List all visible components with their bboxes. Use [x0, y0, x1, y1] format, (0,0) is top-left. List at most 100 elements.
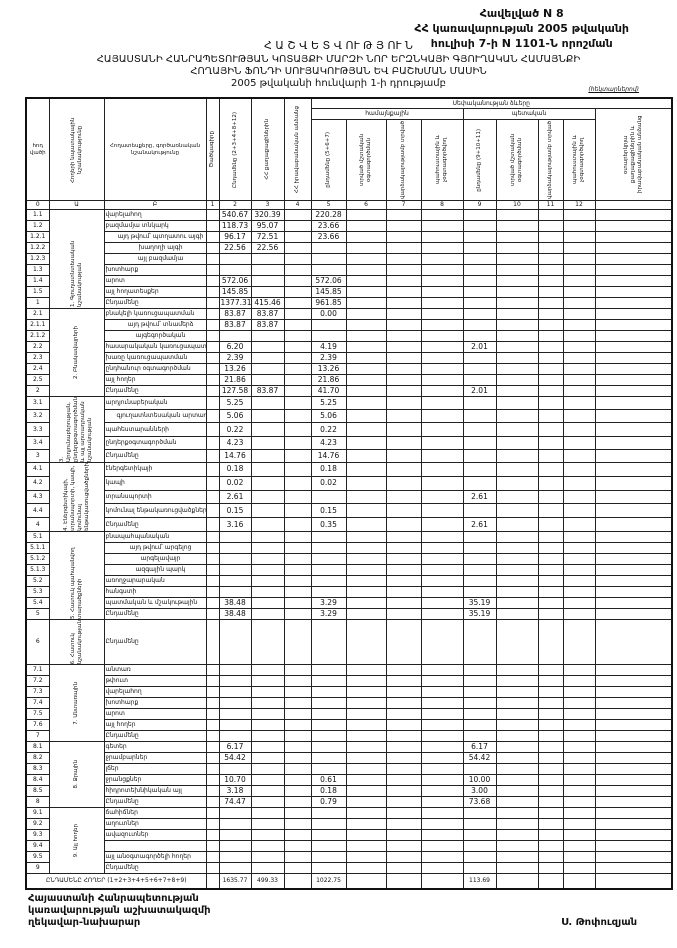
value-c5 — [345, 286, 387, 298]
row-number: 4 — [25, 517, 50, 532]
value-c6 — [385, 774, 422, 787]
value-c9 — [495, 752, 539, 765]
row-number: 3.4 — [25, 435, 50, 450]
value-c10 — [537, 763, 564, 776]
row-number: 5.1.2 — [25, 552, 50, 565]
value-a — [205, 253, 220, 265]
row-number: 2.3 — [25, 352, 50, 364]
value-a — [205, 330, 220, 342]
value-c12 — [594, 541, 673, 554]
table-row: 1.2 բազմամյա տնկարկ 118.73 95.07 23.66 — [25, 220, 673, 232]
value-a — [205, 517, 220, 532]
value-a — [205, 752, 220, 765]
value-c1 — [218, 264, 252, 276]
value-c6 — [385, 851, 422, 864]
value-c7 — [420, 253, 464, 265]
value-c9 — [495, 763, 539, 776]
value-c11 — [562, 286, 596, 298]
value-c3 — [283, 286, 312, 298]
value-c12 — [594, 448, 673, 464]
table-row: 8.5 հիդրոտեխնիկական այլ 3.18 0.18 3.00 — [25, 785, 673, 798]
value-c4 — [310, 862, 347, 875]
value-c11 — [562, 209, 596, 221]
value-c11 — [562, 686, 596, 699]
value-c11 — [562, 719, 596, 732]
value-c3 — [283, 730, 312, 743]
row-number: 4.1 — [25, 462, 50, 477]
row-name: հանգստի — [103, 585, 207, 598]
value-c2 — [250, 785, 285, 798]
value-c10 — [537, 708, 564, 721]
row-name: հասարակական կառուցապատման — [103, 341, 207, 353]
value-c1: 83.87 — [218, 319, 252, 331]
value-c9 — [495, 607, 539, 620]
value-c8 — [462, 352, 497, 364]
value-c5 — [345, 308, 387, 320]
value-c3 — [283, 330, 312, 342]
value-c7 — [420, 503, 464, 519]
row-number: 8.3 — [25, 763, 50, 776]
value-c10 — [537, 374, 564, 386]
value-c11 — [562, 763, 596, 776]
value-c11 — [562, 264, 596, 276]
value-c8 — [462, 618, 497, 666]
land-fund-table: հոդ վածի Հողերի նպատակային նշանակությունը… — [25, 97, 674, 891]
value-c5 — [345, 664, 387, 677]
value-c9 — [495, 374, 539, 386]
value-c7 — [420, 708, 464, 721]
value-c2 — [250, 462, 285, 477]
value-c10 — [537, 807, 564, 820]
row-name: Ընդամենը — [103, 517, 207, 532]
value-c9 — [495, 730, 539, 743]
value-c1: 6.20 — [218, 341, 252, 353]
value-c11 — [562, 862, 596, 875]
value-c11 — [562, 840, 596, 853]
value-c6 — [385, 785, 422, 798]
row-number: 9.3 — [25, 829, 50, 842]
row-name: աղուտներ — [103, 818, 207, 831]
value-c8 — [462, 253, 497, 265]
value-c11 — [562, 851, 596, 864]
value-c6 — [385, 253, 422, 265]
value-c12 — [594, 517, 673, 532]
value-c5 — [345, 697, 387, 710]
category-label: 9. Այլ հողեր — [73, 823, 79, 858]
table-row: 8 Ընդամենը 74.47 0.79 73.68 — [25, 796, 673, 809]
value-c6 — [385, 596, 422, 609]
value-c4: 0.22 — [310, 422, 347, 437]
value-c10 — [537, 503, 564, 519]
category-label: 8. Ջրային — [73, 760, 79, 789]
value-c9 — [495, 308, 539, 320]
value-c1 — [218, 862, 252, 875]
value-c3 — [283, 719, 312, 732]
value-a — [205, 607, 220, 620]
value-c11 — [562, 435, 596, 450]
value-c12 — [594, 752, 673, 765]
value-c12 — [594, 503, 673, 519]
value-c12 — [594, 330, 673, 342]
table-row: 1.1 1. Գյուղատնտեսական նշանակության վարելա… — [25, 209, 673, 309]
value-c3 — [283, 763, 312, 776]
value-c3 — [283, 552, 312, 565]
value-c8 — [462, 763, 497, 776]
value-c11 — [562, 796, 596, 809]
value-c12 — [594, 796, 673, 809]
table-row: 3.4 ընդերքօգտագործման 4.23 4.23 — [25, 435, 673, 450]
row-number: 8.4 — [25, 774, 50, 787]
row-number: 1.2.3 — [25, 253, 50, 265]
value-c2 — [250, 422, 285, 437]
table-row: 2.2 հասարակական կառուցապատման 6.20 4.19 2.01 — [25, 341, 673, 353]
value-a — [205, 862, 220, 875]
value-c3 — [283, 774, 312, 787]
value-c1: 38.48 — [218, 596, 252, 609]
unit-label: (հեկտարներով) — [588, 86, 639, 93]
value-c7 — [420, 541, 464, 554]
column-index — [594, 200, 673, 210]
value-a — [205, 763, 220, 776]
value-c11 — [562, 708, 596, 721]
row-name: թփուտ — [103, 675, 207, 688]
value-c1 — [218, 730, 252, 743]
value-a — [205, 697, 220, 710]
value-c12 — [594, 851, 673, 864]
value-c1 — [218, 697, 252, 710]
